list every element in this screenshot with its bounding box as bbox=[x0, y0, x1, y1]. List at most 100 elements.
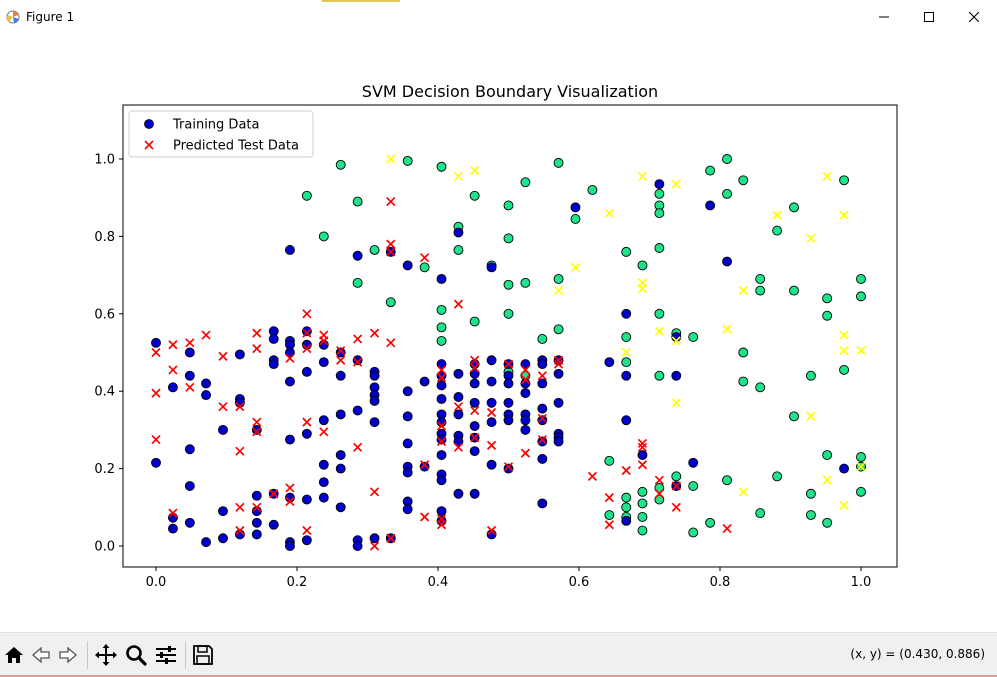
test-point-red bbox=[302, 525, 312, 536]
toolbar-separator bbox=[185, 641, 186, 669]
matplotlib-figure-icon bbox=[6, 10, 20, 24]
training-point-blue bbox=[604, 357, 615, 368]
test-point-yellow bbox=[738, 487, 748, 497]
training-point-green bbox=[856, 274, 866, 284]
training-point-green bbox=[621, 492, 632, 503]
training-point-blue bbox=[486, 459, 497, 470]
training-point-blue bbox=[167, 382, 178, 393]
zoom-button[interactable] bbox=[122, 641, 150, 669]
training-point-blue bbox=[268, 519, 279, 530]
training-point-blue bbox=[453, 488, 464, 499]
close-button[interactable] bbox=[951, 0, 997, 34]
test-point-red bbox=[218, 402, 228, 412]
training-point-blue bbox=[553, 397, 564, 408]
training-point-blue bbox=[201, 537, 212, 548]
training-point-green bbox=[469, 316, 480, 327]
training-point-blue bbox=[251, 490, 262, 501]
training-point-blue bbox=[335, 409, 346, 420]
training-point-blue bbox=[570, 202, 581, 213]
y-tick-label: 0.8 bbox=[94, 230, 115, 245]
save-disk-icon bbox=[193, 645, 213, 665]
test-point-yellow bbox=[822, 171, 832, 182]
test-point-yellow bbox=[856, 462, 866, 472]
test-point-red bbox=[470, 355, 480, 365]
test-point-red bbox=[436, 373, 447, 383]
training-point-blue bbox=[151, 337, 161, 348]
training-point-green bbox=[469, 190, 480, 201]
training-point-green bbox=[805, 510, 816, 520]
training-point-blue bbox=[167, 512, 178, 523]
training-point-blue bbox=[436, 475, 447, 486]
test-point-red bbox=[353, 442, 363, 452]
training-point-green bbox=[335, 159, 346, 170]
training-point-blue bbox=[503, 415, 514, 426]
maximize-button[interactable] bbox=[906, 0, 952, 34]
test-point-yellow bbox=[637, 284, 648, 294]
training-point-blue bbox=[335, 502, 346, 513]
figure-canvas[interactable]: SVM Decision Boundary Visualization 0.0 0… bbox=[0, 34, 997, 632]
save-button[interactable] bbox=[189, 641, 217, 669]
training-point-blue bbox=[369, 370, 380, 381]
back-button[interactable] bbox=[27, 641, 55, 669]
test-point-red bbox=[587, 471, 597, 481]
test-point-red bbox=[503, 359, 514, 369]
test-point-red bbox=[336, 355, 346, 365]
training-point-green bbox=[503, 308, 514, 319]
test-point-red bbox=[168, 508, 178, 518]
training-point-blue bbox=[469, 378, 480, 389]
training-point-blue bbox=[453, 368, 464, 379]
training-point-blue bbox=[654, 179, 665, 190]
test-point-red bbox=[369, 487, 380, 497]
training-point-blue bbox=[453, 409, 464, 420]
training-point-green bbox=[637, 498, 648, 509]
training-point-blue bbox=[671, 370, 682, 381]
test-point-red bbox=[553, 355, 564, 365]
training-point-green bbox=[705, 165, 716, 176]
training-point-green bbox=[789, 285, 799, 296]
minimize-button[interactable] bbox=[861, 0, 907, 34]
home-button[interactable] bbox=[0, 641, 28, 669]
yellow-test-points bbox=[386, 154, 866, 510]
test-point-red bbox=[386, 196, 396, 207]
test-point-red bbox=[218, 351, 228, 361]
training-point-blue bbox=[537, 403, 548, 414]
test-point-red bbox=[369, 328, 380, 338]
pan-button[interactable] bbox=[92, 641, 120, 669]
test-point-red bbox=[453, 402, 464, 412]
training-point-blue bbox=[436, 506, 447, 517]
maximize-icon bbox=[924, 12, 934, 22]
test-point-yellow bbox=[671, 179, 681, 189]
training-point-blue bbox=[218, 506, 228, 517]
training-point-blue bbox=[251, 529, 262, 540]
training-point-green bbox=[772, 225, 783, 236]
training-point-blue bbox=[436, 393, 447, 404]
training-point-blue bbox=[218, 533, 228, 544]
training-point-green bbox=[453, 244, 464, 255]
training-point-green bbox=[570, 214, 581, 224]
test-point-red bbox=[420, 253, 430, 263]
back-arrow-icon bbox=[32, 646, 50, 664]
test-point-red bbox=[319, 336, 329, 346]
training-point-green bbox=[520, 177, 531, 188]
test-point-red bbox=[453, 442, 464, 452]
training-point-green bbox=[654, 308, 665, 319]
training-point-blue bbox=[688, 457, 699, 468]
training-point-green bbox=[553, 324, 564, 335]
training-point-blue bbox=[184, 481, 195, 491]
test-point-red bbox=[353, 357, 363, 367]
configure-subplots-button[interactable] bbox=[152, 641, 180, 669]
training-point-green bbox=[755, 508, 766, 519]
training-point-green bbox=[621, 357, 632, 368]
test-point-red bbox=[235, 402, 245, 412]
training-point-blue bbox=[621, 308, 632, 319]
training-point-green bbox=[520, 277, 531, 288]
training-point-blue bbox=[184, 347, 195, 358]
green-training-points bbox=[301, 154, 866, 538]
forward-button[interactable] bbox=[54, 641, 82, 669]
forward-arrow-icon bbox=[59, 646, 77, 664]
training-point-green bbox=[637, 260, 648, 271]
test-point-yellow bbox=[654, 326, 664, 336]
training-point-blue bbox=[537, 498, 548, 509]
test-point-red bbox=[520, 448, 531, 458]
test-point-red bbox=[654, 475, 664, 485]
